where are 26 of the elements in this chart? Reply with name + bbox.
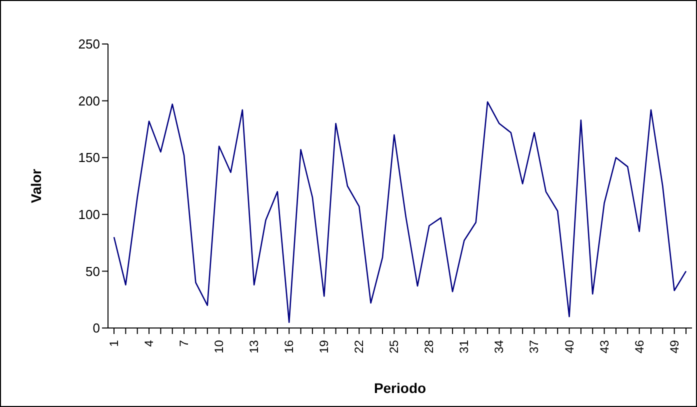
y-tick-label: 250 bbox=[78, 36, 100, 52]
x-tick-label: 25 bbox=[387, 340, 402, 354]
y-tick-label: 100 bbox=[78, 207, 100, 222]
y-tick-label: 0 bbox=[92, 320, 100, 336]
x-tick-label: 37 bbox=[527, 340, 542, 354]
y-axis-title: Valor bbox=[28, 168, 44, 204]
line-series bbox=[113, 101, 687, 323]
x-tick-label: 34 bbox=[492, 340, 506, 354]
x-tick-label: 43 bbox=[597, 340, 612, 354]
x-tick-label: 40 bbox=[562, 340, 576, 354]
x-tick-label: 13 bbox=[247, 340, 262, 354]
x-tick-label: 7 bbox=[177, 340, 192, 347]
x-tick-label: 46 bbox=[632, 340, 646, 354]
y-tick-label: 200 bbox=[78, 93, 100, 108]
x-tick-label: 1 bbox=[107, 340, 121, 347]
x-tick-label: 31 bbox=[457, 340, 472, 354]
x-tick-label: 4 bbox=[142, 340, 156, 347]
x-tick-label: 19 bbox=[317, 340, 332, 354]
x-axis-title: Periodo bbox=[374, 380, 426, 396]
y-tick-label: 50 bbox=[86, 264, 100, 279]
x-tick-label: 28 bbox=[422, 340, 436, 354]
y-tick-label: 150 bbox=[78, 150, 100, 166]
x-tick-label: 10 bbox=[212, 340, 226, 354]
x-tick-label: 16 bbox=[282, 340, 296, 354]
x-tick-label: 22 bbox=[352, 340, 366, 354]
x-tick-label: 49 bbox=[667, 340, 682, 354]
